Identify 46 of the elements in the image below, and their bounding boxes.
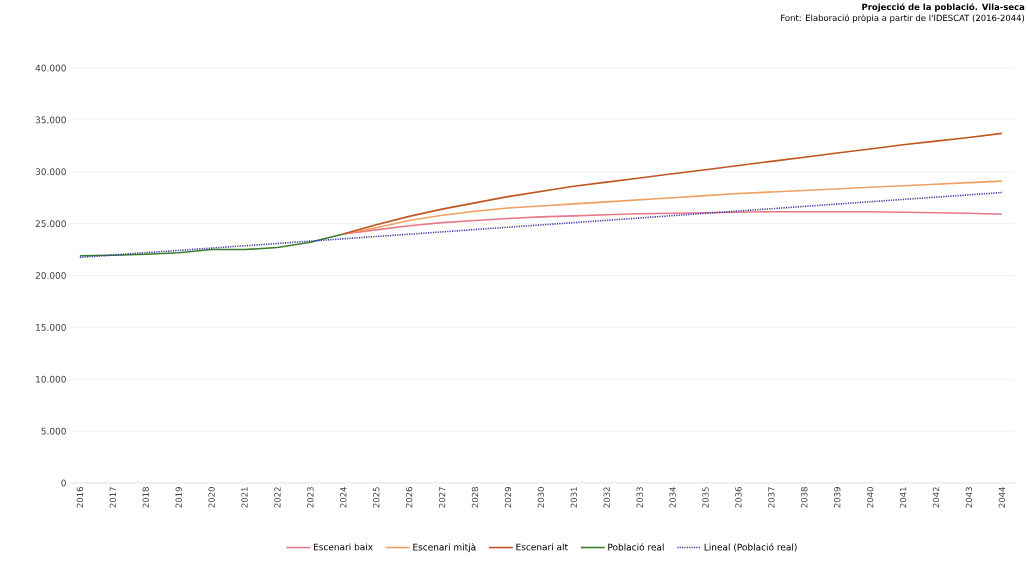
- x-tick-label: 2027: [438, 487, 446, 508]
- x-tick-label: 2042: [932, 487, 940, 508]
- x-tick-label: 2038: [801, 487, 808, 508]
- legend-label: Població real: [608, 543, 664, 551]
- x-tick-label: 2043: [965, 487, 973, 508]
- x-tick-label: 2031: [570, 487, 577, 508]
- text: Font: Elaboració pròpia a partir de l'IDESCAT (2016-2044): [781, 14, 1025, 23]
- x-tick-label: 2044: [998, 487, 1006, 508]
- x-tick-label: 2017: [109, 487, 117, 508]
- y-tick-label: 30.000: [35, 168, 66, 176]
- x-tick-label: 2028: [471, 487, 479, 508]
- x-tick-label: 2034: [669, 487, 676, 508]
- x-tick-label: 2037: [768, 487, 775, 508]
- x-tick-label: 2040: [866, 487, 874, 508]
- x-tick-label: 2035: [702, 487, 709, 508]
- x-tick-label: 2025: [373, 487, 380, 508]
- x-tick-label: 2041: [899, 487, 907, 508]
- chart-title: Projecció de la població. Vila-seca: [862, 3, 1025, 12]
- x-tick-label: 2020: [208, 487, 215, 508]
- legend-label: Escenari alt: [516, 543, 568, 551]
- x-tick-label: 2039: [834, 487, 841, 508]
- x-tick-label: 2033: [636, 487, 643, 508]
- x-tick-label: 2026: [405, 487, 413, 508]
- x-tick-label: 2024: [340, 487, 347, 508]
- legend-label: Lineal (Població real): [704, 543, 797, 552]
- x-tick-label: 2019: [175, 487, 182, 508]
- y-tick-label: 25.000: [35, 220, 66, 228]
- x-tick-label: 2036: [735, 487, 742, 508]
- x-tick-label: 2023: [307, 487, 314, 508]
- legend-label: Escenari baix: [313, 543, 373, 551]
- legend-label: Escenari mitjà: [413, 543, 476, 553]
- y-tick-label: 5.000: [41, 427, 66, 435]
- x-tick-label: 2029: [504, 487, 512, 508]
- x-tick-label: 2022: [274, 487, 281, 508]
- x-tick-label: 2018: [142, 487, 149, 508]
- x-tick-label: 2021: [241, 487, 248, 508]
- y-tick-label: 35.000: [35, 116, 66, 124]
- y-tick-label: 15.000: [36, 323, 66, 331]
- y-tick-label: 0: [61, 479, 66, 487]
- x-tick-label: 2030: [537, 487, 545, 508]
- x-tick-label: 2016: [76, 487, 84, 508]
- y-tick-label: 10.000: [36, 375, 66, 383]
- line-series: [79, 233, 345, 257]
- y-tick-label: 40.000: [35, 64, 66, 72]
- x-tick-label: 2032: [603, 487, 610, 508]
- y-tick-label: 20.000: [35, 272, 66, 279]
